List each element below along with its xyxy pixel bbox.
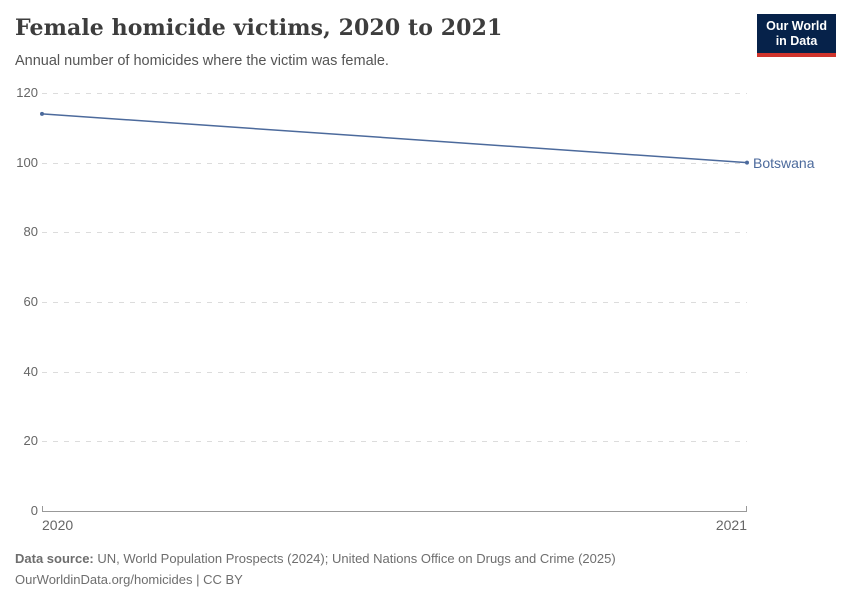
y-tick-label-60: 60: [23, 294, 38, 309]
y-tick-label-40: 40: [23, 363, 38, 379]
owid-logo[interactable]: Our World in Data: [757, 14, 836, 57]
gridline-100: [42, 162, 747, 164]
series-label-botswana[interactable]: Botswana: [753, 154, 815, 171]
line-series-svg: [40, 111, 749, 165]
owid-logo-line2: in Data: [775, 34, 818, 48]
data-source-line: Data source: UN, World Population Prospe…: [15, 548, 835, 569]
chart-footer: Data source: UN, World Population Prospe…: [15, 548, 835, 590]
x-axis-labels: 2020 2021: [42, 517, 747, 533]
y-tick-label-20: 20: [23, 433, 38, 449]
owid-url-license-link[interactable]: OurWorldinData.org/homicides | CC BY: [15, 572, 243, 587]
y-tick-label-0: 0: [30, 503, 38, 518]
page-title: Female homicide victims, 2020 to 2021: [15, 15, 503, 41]
x-tick-label-2020: 2020: [42, 517, 74, 533]
data-source-text: UN, World Population Prospects (2024); U…: [93, 551, 616, 566]
plot-area: [40, 93, 749, 512]
y-tick-label-80: 80: [23, 224, 38, 240]
gridline-60: [42, 302, 747, 303]
y-tick-label-100: 100: [16, 154, 38, 170]
y-tick-label-120: 120: [16, 85, 38, 100]
x-tick-label-2021: 2021: [715, 517, 747, 533]
gridline-20: [42, 441, 747, 443]
owid-logo-line1: Our World: [766, 19, 827, 33]
gridline-120: [42, 93, 747, 94]
x-axis-endtick-left: [42, 506, 43, 511]
series-botswana[interactable]: [40, 111, 749, 165]
gridline-80: [42, 232, 747, 234]
data-source-label: Data source:: [15, 551, 94, 566]
gridline-40: [42, 371, 747, 373]
chart-subtitle: Annual number of homicides where the vic…: [15, 53, 389, 69]
x-axis-endtick-right: [746, 506, 747, 511]
x-axis-line: [42, 511, 747, 512]
